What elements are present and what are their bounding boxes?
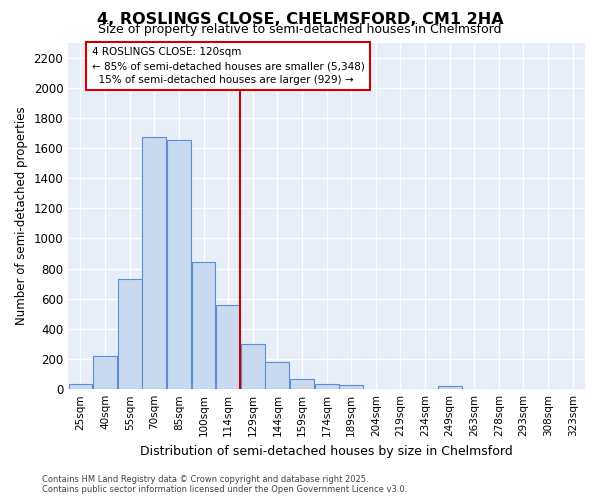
Text: 4 ROSLINGS CLOSE: 120sqm
← 85% of semi-detached houses are smaller (5,348)
  15%: 4 ROSLINGS CLOSE: 120sqm ← 85% of semi-d… — [92, 47, 364, 85]
Bar — [191, 262, 215, 389]
Y-axis label: Number of semi-detached properties: Number of semi-detached properties — [15, 106, 28, 325]
Bar — [241, 344, 265, 389]
Bar — [290, 378, 314, 389]
Bar — [68, 384, 92, 389]
X-axis label: Distribution of semi-detached houses by size in Chelmsford: Distribution of semi-detached houses by … — [140, 444, 513, 458]
Bar — [167, 140, 191, 389]
Bar — [265, 362, 289, 389]
Bar — [142, 138, 166, 389]
Bar — [118, 279, 142, 389]
Bar — [339, 386, 363, 389]
Bar — [93, 356, 117, 389]
Bar — [216, 305, 240, 389]
Bar — [314, 384, 338, 389]
Text: Size of property relative to semi-detached houses in Chelmsford: Size of property relative to semi-detach… — [98, 22, 502, 36]
Text: 4, ROSLINGS CLOSE, CHELMSFORD, CM1 2HA: 4, ROSLINGS CLOSE, CHELMSFORD, CM1 2HA — [97, 12, 503, 28]
Text: Contains HM Land Registry data © Crown copyright and database right 2025.
Contai: Contains HM Land Registry data © Crown c… — [42, 474, 407, 494]
Bar — [438, 386, 461, 389]
